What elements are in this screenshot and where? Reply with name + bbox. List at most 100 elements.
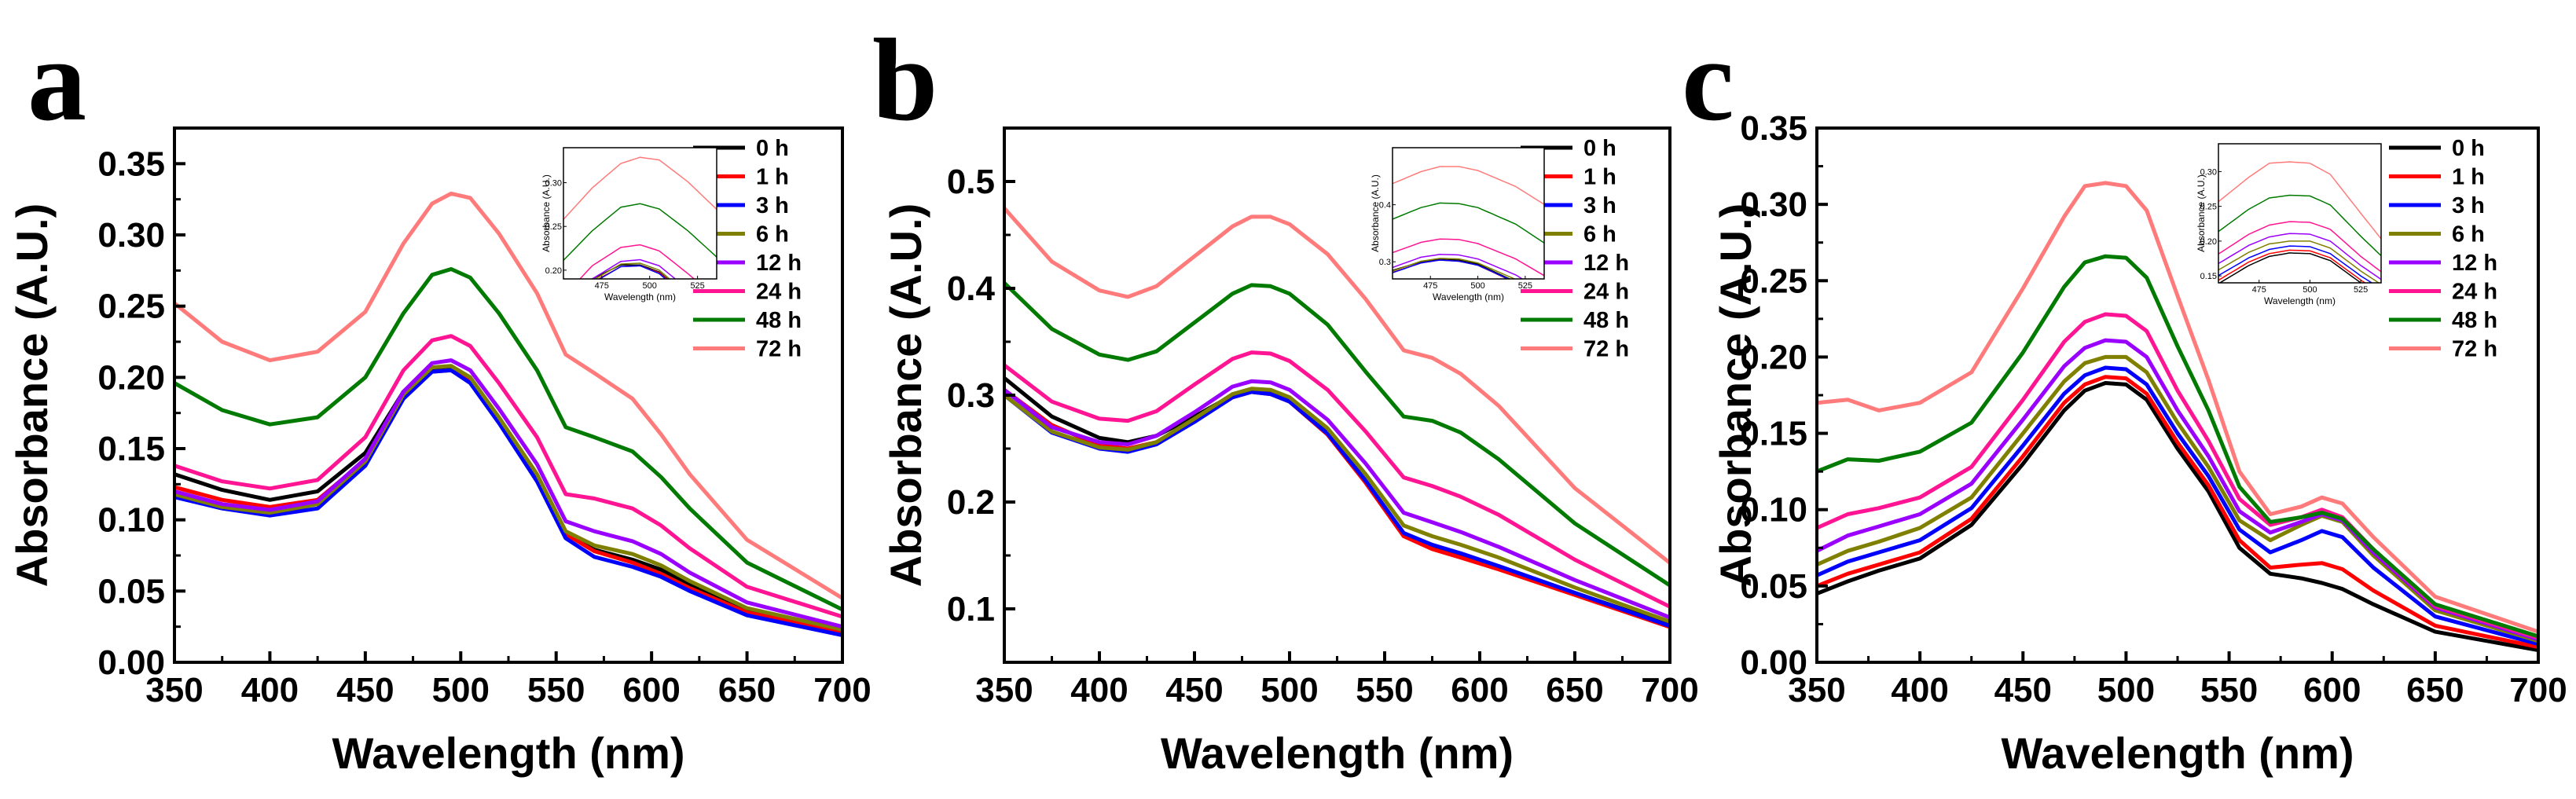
series-line-72h xyxy=(174,191,842,600)
inset-background xyxy=(563,148,717,279)
y-tick-label: 0.15 xyxy=(97,430,165,468)
x-tick-label: 450 xyxy=(1994,671,2052,709)
series-line-72h xyxy=(1004,207,1670,565)
legend: 0 h 1 h 3 h 6 h 12 h 24 h 48 h 72 h xyxy=(1521,136,1629,362)
inset-x-tick-label: 475 xyxy=(595,281,609,291)
y-tick-label: 0.20 xyxy=(1740,338,1807,376)
inset-frame xyxy=(2218,143,2382,284)
legend-label: 1 h xyxy=(756,165,789,190)
series-line-72h xyxy=(1817,181,2538,634)
inset-x-tick-label: 500 xyxy=(2303,285,2317,295)
x-tick-label: 450 xyxy=(336,671,394,709)
inset-line-48h xyxy=(563,203,717,261)
y-tick-label: 0.25 xyxy=(1740,262,1807,300)
y-axis-title: Absorbance (A.U.) xyxy=(881,203,930,588)
y-tick-label: 0.25 xyxy=(97,288,165,326)
y-tick-label: 0.4 xyxy=(947,269,996,308)
inset-line-24h xyxy=(1393,238,1544,277)
series-line-24h xyxy=(1817,312,2538,640)
legend-label: 3 h xyxy=(2452,193,2485,218)
inset-line-6h xyxy=(1393,258,1517,279)
inset-y-tick-label: 0.20 xyxy=(545,266,562,276)
series-line-3h xyxy=(174,368,842,637)
inset-series-group xyxy=(563,156,717,279)
y-tick-label: 0.15 xyxy=(1740,415,1807,453)
y-tick-label: 0.1 xyxy=(947,590,995,629)
x-tick-label: 500 xyxy=(2097,671,2155,709)
x-tick-label: 500 xyxy=(432,671,490,709)
legend-label: 3 h xyxy=(1583,193,1616,218)
y-tick-label: 0.00 xyxy=(97,643,165,682)
x-tick-label: 350 xyxy=(1788,671,1845,709)
legend-label: 48 h xyxy=(1583,308,1629,333)
legend-label: 72 h xyxy=(2452,337,2497,362)
inset-y-tick-label: 0.25 xyxy=(545,222,562,232)
legend-label: 0 h xyxy=(756,136,789,161)
x-tick-label: 650 xyxy=(718,671,776,709)
x-axis-title: Wavelength (nm) xyxy=(1161,728,1514,778)
inset-x-axis-title: Wavelength (nm) xyxy=(604,291,676,302)
inset-y-axis-title: Absorbance (A.U.) xyxy=(541,174,552,252)
chart-panel-c: 350 400 450 500 550 600 650 700 0.00 0.05 0.10 0.15… xyxy=(1711,109,2567,778)
panel-label-a: a xyxy=(28,15,86,145)
series-line-12h xyxy=(174,358,842,629)
x-tick-label: 550 xyxy=(2200,671,2258,709)
x-tick-label: 400 xyxy=(241,671,299,709)
series-group xyxy=(1817,181,2538,652)
inset-line-0h xyxy=(2218,252,2362,283)
inset-line-24h xyxy=(578,244,695,279)
legend-label: 24 h xyxy=(1583,280,1629,305)
series-line-1h xyxy=(1817,375,2538,650)
series-line-12h xyxy=(1817,338,2538,642)
panel-label-c: c xyxy=(1682,15,1734,145)
legend-label: 1 h xyxy=(2452,165,2485,190)
inset-line-6h xyxy=(593,262,671,279)
series-line-12h xyxy=(1004,379,1670,620)
inset-y-tick-label: 0.25 xyxy=(2200,203,2217,212)
y-tick-label: 0.2 xyxy=(947,483,995,522)
panel-label-b: b xyxy=(872,15,938,145)
inset-line-24h xyxy=(2218,221,2381,273)
plot-frame xyxy=(1003,126,1671,664)
x-tick-label: 650 xyxy=(1546,671,1603,709)
x-tick-label: 600 xyxy=(2303,671,2361,709)
legend-label: 24 h xyxy=(2452,280,2497,305)
inset-series-group xyxy=(2218,161,2381,283)
x-tick-label: 350 xyxy=(975,671,1033,709)
inset-line-72h xyxy=(563,156,717,220)
x-tick-label: 600 xyxy=(622,671,680,709)
inset-line-72h xyxy=(2218,161,2381,240)
inset-y-tick-label: 0.4 xyxy=(1379,201,1391,211)
inset-y-tick-label: 0.30 xyxy=(545,179,562,189)
series-line-24h xyxy=(174,334,842,619)
inset-line-48h xyxy=(2218,194,2381,257)
y-tick-label: 0.10 xyxy=(1740,491,1807,530)
inset-x-axis-title: Wavelength (nm) xyxy=(2264,295,2336,306)
inset-x-tick-label: 475 xyxy=(1423,281,1437,291)
inset-line-12h xyxy=(2218,233,2381,280)
x-tick-label: 650 xyxy=(2406,671,2464,709)
inset-y-axis-title: Absorbance (A.U.) xyxy=(1370,174,1381,252)
legend-label: 6 h xyxy=(2452,222,2485,247)
series-group xyxy=(1004,207,1670,629)
x-tick-label: 550 xyxy=(527,671,585,709)
x-tick-label: 450 xyxy=(1165,671,1223,709)
legend-label: 12 h xyxy=(1583,251,1629,276)
x-tick-label: 700 xyxy=(2509,671,2567,709)
legend-label: 24 h xyxy=(756,280,802,305)
inset-line-3h xyxy=(598,265,666,279)
inset-x-tick-label: 500 xyxy=(1470,281,1484,291)
x-tick-label: 500 xyxy=(1260,671,1318,709)
inset-x-tick-label: 500 xyxy=(643,281,657,291)
x-tick-label: 400 xyxy=(1891,671,1948,709)
inset-line-3h xyxy=(2218,245,2373,283)
inset-line-12h xyxy=(1393,254,1524,279)
x-tick-label: 550 xyxy=(1356,671,1413,709)
legend-label: 6 h xyxy=(1583,222,1616,247)
x-tick-label: 400 xyxy=(1070,671,1128,709)
legend-label: 72 h xyxy=(1583,337,1629,362)
series-group xyxy=(174,191,842,637)
series-line-0h xyxy=(174,367,842,632)
inset-line-0h xyxy=(591,264,669,279)
